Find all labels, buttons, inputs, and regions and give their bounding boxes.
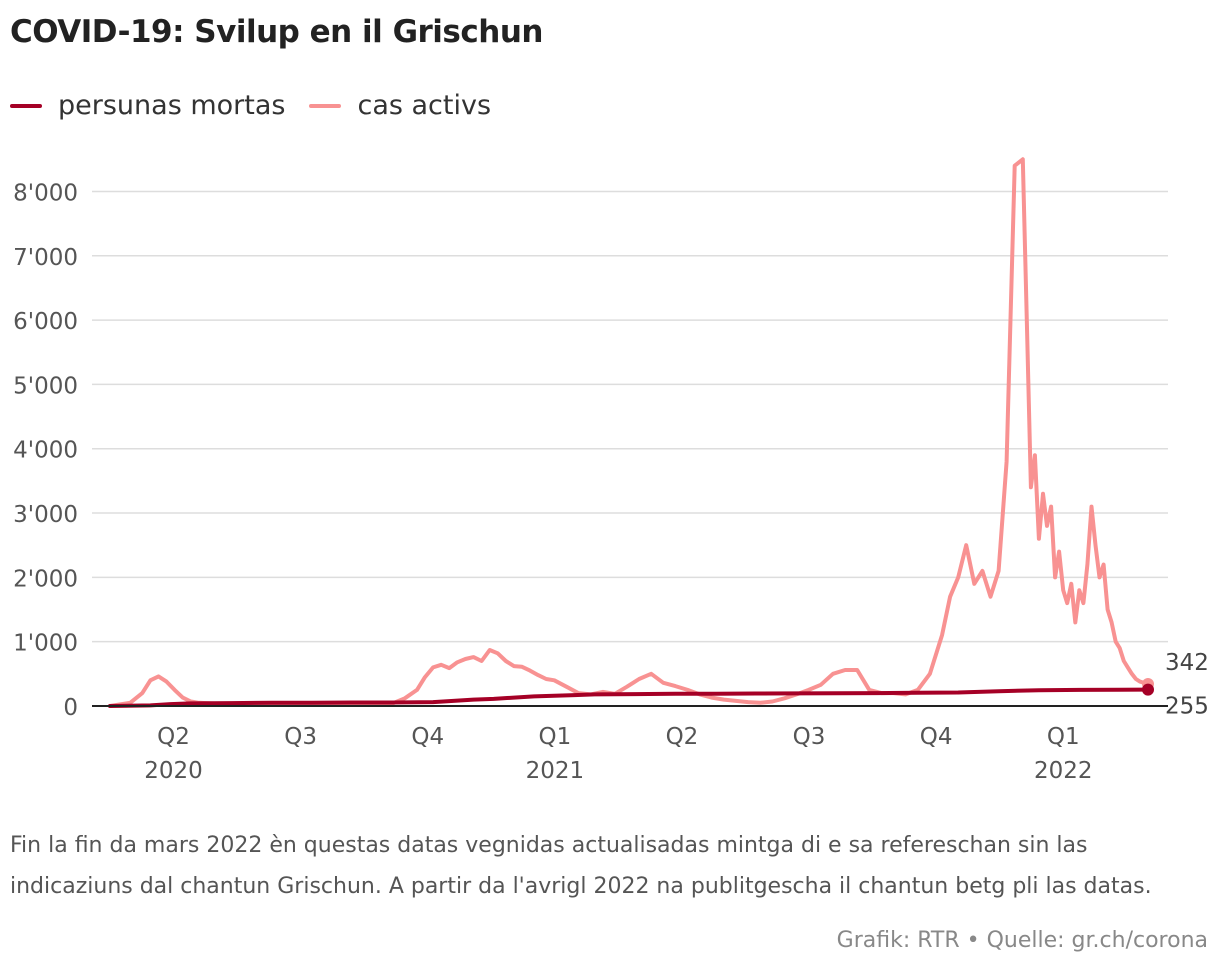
legend: persunas mortas cas activs: [10, 90, 515, 121]
legend-label-cas-activs: cas activs: [357, 90, 492, 121]
y-tick-label: 2'000: [13, 566, 78, 592]
legend-swatch-cas-activs: [309, 103, 342, 108]
x-tick-label: Q4: [411, 724, 444, 750]
x-tick-label: Q3: [793, 724, 826, 750]
legend-label-persunas-mortas: persunas mortas: [58, 90, 286, 121]
y-tick-label: 6'000: [13, 309, 78, 335]
y-tick-label: 1'000: [13, 631, 78, 657]
y-tick-label: 3'000: [13, 502, 78, 528]
series-end-label-persunas-mortas: 255: [1165, 694, 1209, 720]
legend-item-cas-activs: cas activs: [309, 90, 491, 121]
series-line-cas-activs: [108, 157, 1150, 708]
y-tick-label: 4'000: [13, 438, 78, 464]
x-tick-label: Q1: [1047, 724, 1080, 750]
x-tick-label: Q4: [920, 724, 953, 750]
x-tick-year-label: 2022: [1034, 758, 1093, 784]
chart-title: COVID-19: Svilup en il Grischun: [10, 14, 543, 50]
series-line-persunas-mortas: [108, 687, 1150, 708]
x-tick-label: Q2: [666, 724, 699, 750]
y-tick-label: 8'000: [13, 180, 78, 206]
chart-note: Fin la fin da mars 2022 èn questas datas…: [10, 833, 1152, 899]
x-tick-year-label: 2021: [526, 758, 585, 784]
series-end-label-cas-activs: 342: [1165, 650, 1209, 676]
legend-swatch-persunas-mortas: [10, 103, 42, 108]
chart-credit: Grafik: RTR • Quelle: gr.ch/corona: [836, 928, 1208, 953]
series-end-marker-persunas-mortas: [1142, 683, 1154, 696]
x-tick-year-label: 2020: [144, 758, 203, 784]
y-tick-label: 5'000: [13, 373, 78, 399]
x-tick-label: Q3: [284, 724, 317, 750]
y-tick-label: 7'000: [13, 245, 78, 271]
x-tick-label: Q2: [157, 724, 190, 750]
line-chart: 0 1'000 2'000 3'000 4'000 5'000 6'000 7'000 8'00…: [13, 157, 1209, 784]
y-tick-label: 0: [63, 695, 78, 721]
legend-item-persunas-mortas: persunas mortas: [10, 90, 285, 121]
x-tick-label: Q1: [538, 724, 571, 750]
